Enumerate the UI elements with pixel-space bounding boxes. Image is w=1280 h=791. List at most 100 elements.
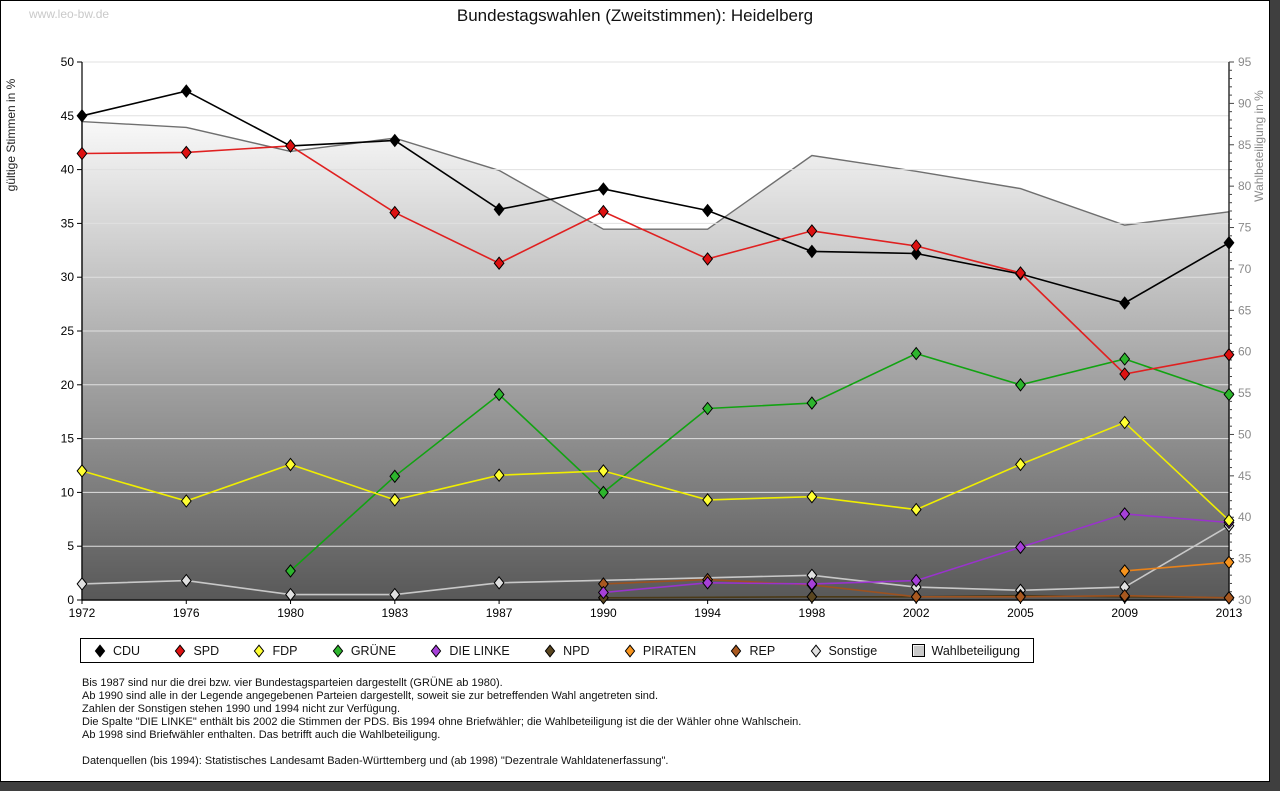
data-point-marker bbox=[1119, 507, 1131, 521]
data-point-marker bbox=[180, 573, 192, 588]
data-point-marker bbox=[1015, 457, 1026, 472]
piraten-marker-icon bbox=[624, 643, 636, 658]
data-point-marker bbox=[702, 252, 714, 266]
data-point-marker bbox=[597, 585, 609, 600]
data-point-marker bbox=[1223, 590, 1235, 605]
data-point-marker bbox=[1015, 589, 1026, 604]
data-point-marker bbox=[1015, 377, 1026, 392]
data-point-marker bbox=[806, 577, 818, 591]
data-point-marker bbox=[493, 468, 505, 483]
right-tick-label: 85 bbox=[1238, 138, 1252, 152]
data-point-marker bbox=[1119, 352, 1131, 366]
legend-item-spd: SPD bbox=[174, 644, 219, 658]
left-tick-label: 40 bbox=[61, 163, 75, 177]
legend-item-npd: NPD bbox=[544, 643, 590, 658]
data-point-marker bbox=[180, 84, 192, 98]
legend-item-cdu: CDU bbox=[94, 644, 140, 658]
data-point-marker bbox=[1223, 513, 1235, 528]
series-line bbox=[81, 525, 1230, 596]
series-piraten bbox=[1119, 555, 1235, 578]
data-point-marker bbox=[493, 202, 505, 217]
series-grüne bbox=[285, 346, 1235, 578]
legend-label: DIE LINKE bbox=[449, 643, 510, 658]
legend-item-die-linke: DIE LINKE bbox=[430, 643, 510, 658]
legend-item-wahlbeteiligung: Wahlbeteiligung bbox=[911, 643, 1020, 658]
data-point-marker bbox=[389, 493, 401, 507]
data-point-marker bbox=[702, 493, 714, 507]
data-point-marker bbox=[389, 587, 401, 602]
right-tick-label: 50 bbox=[1238, 427, 1252, 441]
data-point-marker bbox=[910, 502, 922, 517]
data-point-marker bbox=[285, 564, 296, 578]
data-point-marker bbox=[702, 575, 714, 590]
footnote-spacer bbox=[82, 742, 801, 755]
right-tick-label: 80 bbox=[1238, 179, 1252, 193]
data-point-marker bbox=[1223, 555, 1235, 570]
series-line bbox=[81, 145, 1230, 375]
footnote-line: Bis 1987 sind nur die drei bzw. vier Bun… bbox=[82, 677, 503, 689]
series-line bbox=[289, 352, 1230, 572]
legend-item-sonstige: Sonstige bbox=[810, 643, 877, 658]
legend-item-piraten: PIRATEN bbox=[624, 644, 696, 658]
legend-label: GRÜNE bbox=[350, 643, 396, 658]
legend-label: NPD bbox=[563, 643, 590, 658]
data-point-marker bbox=[1223, 235, 1235, 250]
cdu-marker-icon bbox=[94, 643, 106, 658]
data-point-marker bbox=[702, 203, 714, 218]
series-line bbox=[81, 90, 1230, 304]
left-tick-label: 10 bbox=[61, 485, 75, 499]
footnotes-block: Bis 1987 sind nur die drei bzw. vier Bun… bbox=[82, 677, 801, 768]
legend-label: REP bbox=[749, 643, 776, 658]
data-point-marker bbox=[285, 457, 296, 472]
x-tick-label: 2005 bbox=[1007, 606, 1034, 620]
data-point-marker bbox=[493, 387, 505, 402]
data-point-marker bbox=[1119, 296, 1131, 310]
legend-label: CDU bbox=[113, 643, 141, 658]
legend-label: SPD bbox=[193, 643, 220, 658]
footnote-line: Ab 1998 sind Briefwähler enthalten. Das … bbox=[82, 729, 441, 741]
rep-marker-icon bbox=[731, 643, 742, 658]
sonstige-marker-icon bbox=[810, 643, 821, 658]
left-tick-label: 15 bbox=[61, 432, 75, 446]
data-point-marker bbox=[389, 469, 401, 484]
data-point-marker bbox=[1119, 588, 1131, 603]
series-spd bbox=[76, 139, 1235, 381]
data-point-marker bbox=[1119, 367, 1131, 381]
turnout-square-icon bbox=[911, 644, 925, 657]
data-point-marker bbox=[910, 589, 922, 604]
data-point-marker bbox=[1119, 415, 1131, 430]
right-tick-label: 55 bbox=[1238, 386, 1252, 400]
footnote-line: Die Spalte "DIE LINKE" enthält bis 2002 … bbox=[82, 716, 802, 728]
data-point-marker bbox=[1015, 266, 1026, 280]
footnote-line: Datenquellen (bis 1994): Statistisches L… bbox=[82, 755, 669, 767]
legend-label: FDP bbox=[272, 643, 298, 658]
x-tick-label: 1972 bbox=[69, 606, 96, 620]
x-tick-label: 1976 bbox=[173, 606, 200, 620]
right-tick-label: 65 bbox=[1238, 303, 1252, 317]
data-point-marker bbox=[1119, 564, 1131, 578]
left-axis-title: gültige Stimmen in % bbox=[4, 78, 18, 191]
left-tick-label: 0 bbox=[67, 593, 74, 607]
right-tick-label: 60 bbox=[1238, 345, 1252, 359]
data-point-marker bbox=[910, 573, 922, 588]
left-tick-label: 50 bbox=[61, 55, 75, 69]
x-tick-label: 1980 bbox=[277, 606, 304, 620]
x-tick-label: 2013 bbox=[1216, 606, 1243, 620]
right-tick-label: 30 bbox=[1238, 593, 1252, 607]
right-tick-label: 35 bbox=[1238, 552, 1252, 566]
right-axis-title: Wahlbeteiligung in % bbox=[1252, 90, 1266, 202]
chart-legend: CDU SPD FDP GRÜNE DIE LINKE NPD PIRATEN REP Sons… bbox=[80, 638, 1034, 663]
page-title: Bundestagswahlen (Zweitstimmen): Heidelb… bbox=[456, 6, 814, 25]
npd-marker-icon bbox=[544, 643, 556, 658]
legend-item-rep: REP bbox=[730, 644, 775, 658]
footnote-line: Ab 1990 sind alle in der Legende angegeb… bbox=[82, 690, 659, 702]
watermark-text: www.leo-bw.de bbox=[29, 7, 110, 21]
legend-label: Wahlbeteiligung bbox=[931, 643, 1020, 658]
data-point-marker bbox=[493, 256, 505, 271]
data-point-marker bbox=[597, 204, 609, 219]
data-point-marker bbox=[910, 346, 922, 361]
x-tick-label: 1983 bbox=[381, 606, 408, 620]
data-point-marker bbox=[493, 575, 505, 590]
data-point-marker bbox=[76, 108, 88, 123]
